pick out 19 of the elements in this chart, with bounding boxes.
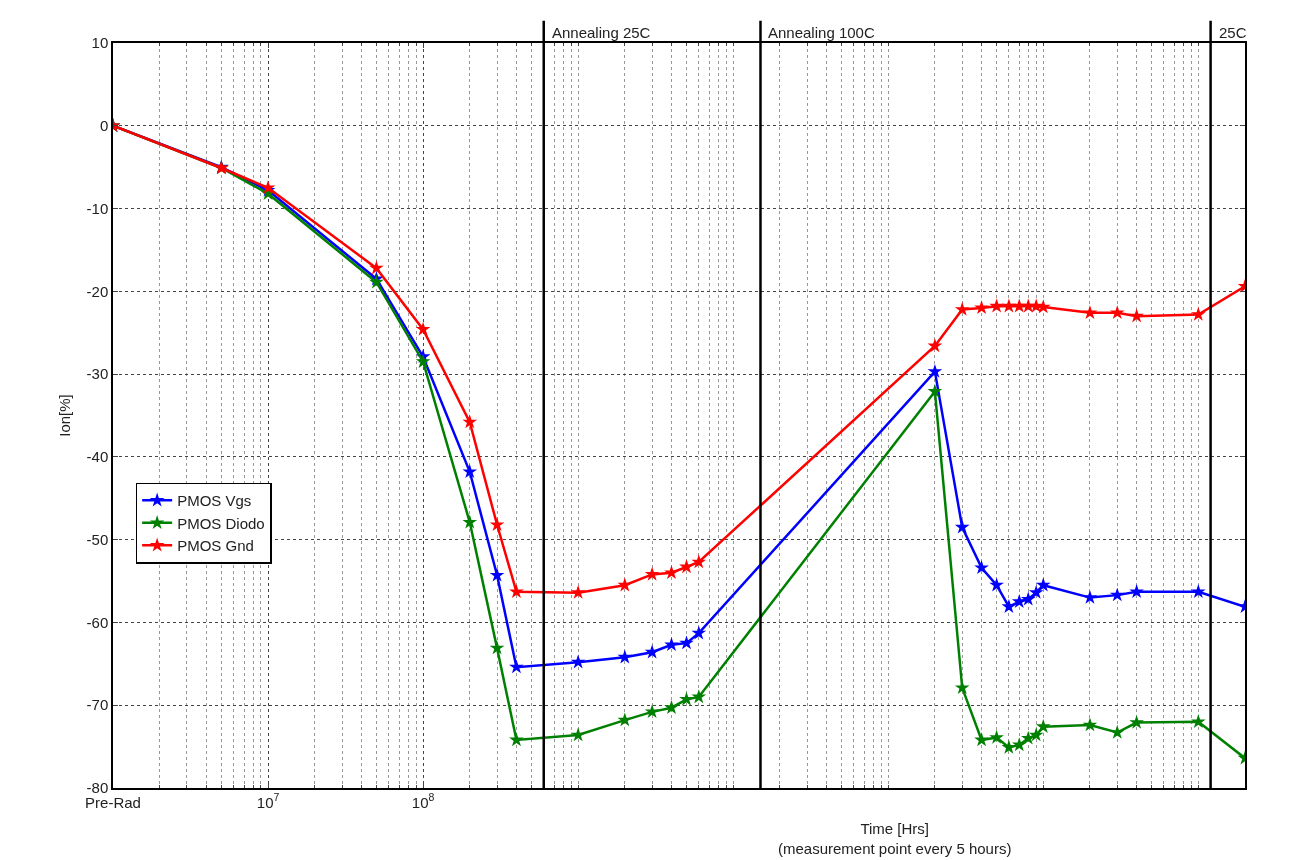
y-tick-label: 10 [91,34,109,52]
y-tick-label: -50 [86,530,109,548]
y-tick-label: 0 [99,117,109,135]
ref-line-label: Annealing 100C [768,24,875,41]
legend-label: PMOS Gnd [177,537,254,555]
ref-line-label: 25C [1219,24,1247,41]
y-tick-label: -10 [86,199,109,217]
x-axis-title: Time [Hrs] (measurement point every 5 hours) [778,820,1012,857]
y-tick-label: -30 [86,365,109,383]
y-tick-label: -40 [86,448,109,466]
x-tick-label: 10$^{7}$ [256,791,280,811]
ref-line-label: Annealing 25C [552,24,651,41]
y-tick-label: -60 [86,613,109,631]
legend-label: PMOS Vgs [177,492,252,510]
y-axis-title: Ion[%] [56,394,74,437]
y-tick-label: -70 [86,696,109,714]
x-tick-label: 10$^{8}$ [411,791,435,811]
y-tick-label: -20 [86,282,109,300]
legend-label: PMOS Diodo [177,514,265,532]
